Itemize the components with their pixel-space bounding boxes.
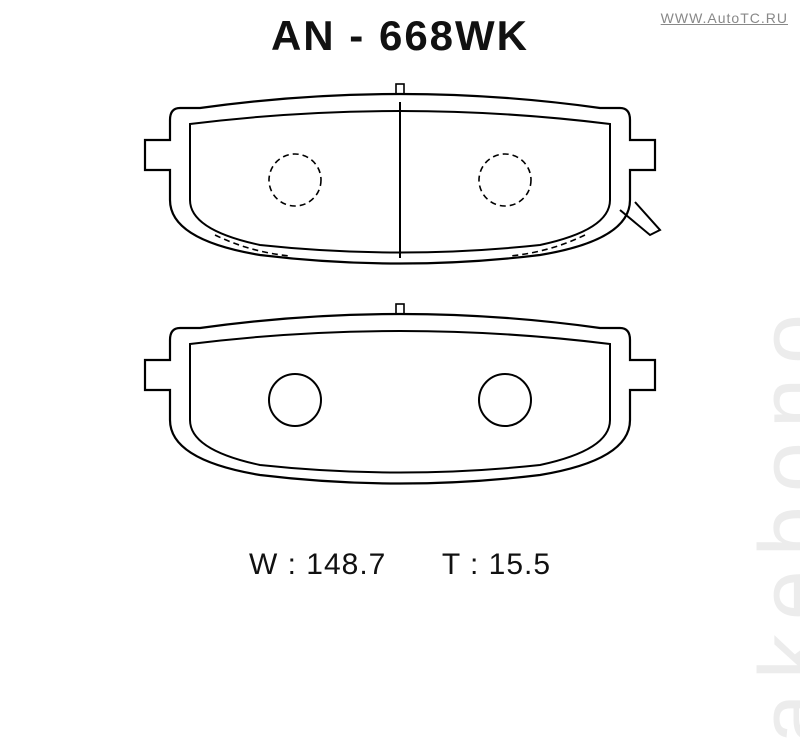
brake-pad-bottom [120,300,680,500]
brake-pad-top [120,80,680,280]
watermark-url: WWW.AutoTC.RU [661,10,788,26]
diagram-container: AN - 668WK WWW.AutoTC.RU akebono [0,0,800,600]
drawing-area [100,80,700,510]
dimensions-text: W : 148.7 T : 15.5 [249,548,551,582]
watermark-brand: akebono [741,300,800,743]
thickness-dimension: T : 15.5 [442,548,551,581]
part-number: AN - 668WK [271,12,529,60]
width-dimension: W : 148.7 [249,548,386,581]
